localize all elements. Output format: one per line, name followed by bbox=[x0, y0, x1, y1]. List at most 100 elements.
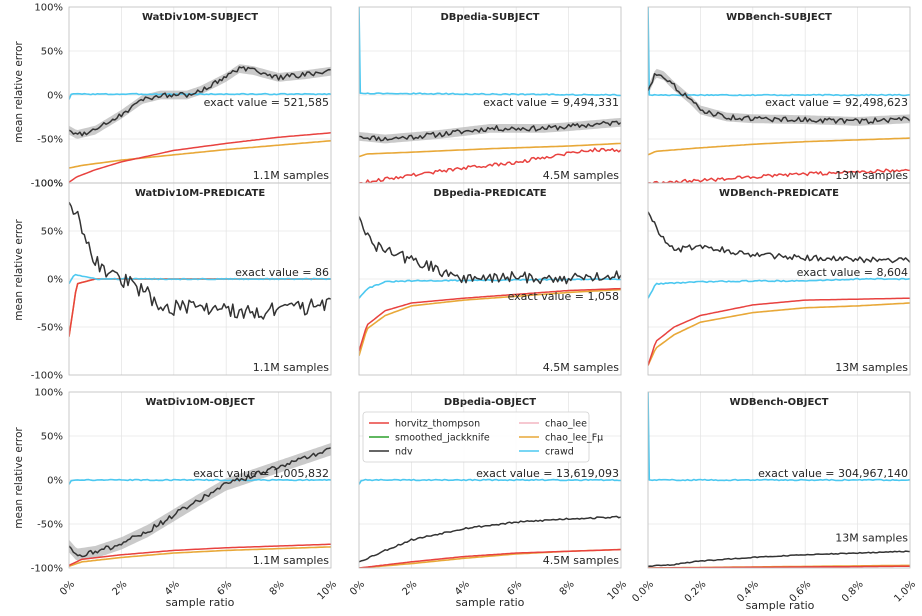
panel-title: WDBench-OBJECT bbox=[730, 397, 829, 408]
x-tick-label: 0% bbox=[58, 579, 77, 598]
samples-annotation: 4.5M samples bbox=[543, 169, 619, 182]
series-ndv bbox=[69, 201, 331, 320]
chart-panels: 100% 50% 0% -50% -100% WatDiv10M-SUBJECT exact… bbox=[31, 3, 918, 605]
series-ndv bbox=[648, 550, 910, 567]
series-ndv bbox=[359, 515, 621, 563]
samples-annotation: 4.5M samples bbox=[543, 361, 619, 374]
y-tick-label: -50% bbox=[37, 135, 63, 146]
samples-annotation: 1.1M samples bbox=[253, 554, 329, 567]
x-tick-label: 4% bbox=[163, 579, 182, 598]
x-tick-label: 0% bbox=[348, 579, 367, 598]
panel-title: DBpedia-SUBJECT bbox=[440, 12, 539, 23]
y-tick-label: -50% bbox=[37, 520, 63, 531]
xlabel-col-2: sample ratio bbox=[456, 596, 525, 609]
series-horvitz-thompson bbox=[69, 278, 331, 337]
panel-9: 0.0% 0.2% 0.4% 0.6% 0.8% 1.0%WDBench-OBJECTex… bbox=[630, 391, 918, 605]
series-horvitz-thompson bbox=[359, 287, 621, 352]
legend-box bbox=[362, 411, 590, 463]
y-tick-label: 100% bbox=[34, 179, 63, 190]
samples-annotation: 1.1M samples bbox=[253, 361, 329, 374]
legend-label: smoothed_jackknife bbox=[395, 433, 490, 444]
panel-frame bbox=[68, 182, 332, 376]
panel-frame bbox=[68, 391, 332, 569]
y-tick-label: -100% bbox=[31, 179, 63, 190]
ndv-confidence-band bbox=[359, 117, 621, 144]
series-chao-lee-fmu bbox=[69, 140, 331, 169]
x-tick-label: 10% bbox=[606, 579, 630, 603]
x-tick-label: 6% bbox=[505, 579, 524, 598]
plot-area bbox=[359, 216, 621, 357]
series-chao-lee-fmu bbox=[648, 302, 910, 366]
plot-area bbox=[359, 7, 621, 183]
x-tick-label: 0.0% bbox=[630, 579, 656, 605]
x-tick-label: 0.8% bbox=[840, 579, 866, 605]
panel-frame bbox=[647, 391, 911, 569]
x-tick-label: 6% bbox=[215, 579, 234, 598]
panel-frame bbox=[358, 182, 622, 376]
series-crawd bbox=[69, 478, 331, 485]
y-tick-label: 100% bbox=[34, 3, 63, 14]
exact-value-annotation: exact value = 1,005,832 bbox=[193, 467, 329, 480]
x-tick-label: 8% bbox=[558, 579, 577, 598]
exact-value-annotation: exact value = 521,585 bbox=[204, 96, 329, 109]
panel-2: DBpedia-SUBJECT exact value = 9,494,331 4.… bbox=[358, 6, 622, 184]
series-crawd bbox=[648, 277, 910, 299]
series-chao-lee-fmu bbox=[69, 546, 331, 567]
samples-annotation: 13M samples bbox=[835, 361, 908, 374]
series-chao-lee-fmu bbox=[648, 137, 910, 156]
series-crawd bbox=[648, 392, 910, 482]
series-ndv bbox=[648, 211, 910, 264]
series-chao-lee-fmu bbox=[69, 278, 331, 337]
x-tick-label: 2% bbox=[401, 579, 420, 598]
series-horvitz-thompson bbox=[69, 132, 331, 183]
plot-area bbox=[69, 64, 331, 183]
series-crawd bbox=[69, 273, 331, 285]
series-ndv bbox=[359, 216, 621, 285]
legend-label: horvitz_thompson bbox=[395, 419, 480, 430]
ndv-confidence-band bbox=[648, 68, 910, 126]
panel-3: WDBench-SUBJECT exact value = 92,498,623 1… bbox=[647, 6, 911, 184]
legend-label: chao_lee bbox=[545, 419, 587, 430]
series-chao-lee-fmu bbox=[359, 288, 621, 357]
exact-value-annotation: exact value = 1,058 bbox=[508, 290, 619, 303]
series-crawd bbox=[69, 92, 331, 100]
plot-area bbox=[648, 211, 910, 366]
samples-annotation: 1.1M samples bbox=[253, 169, 329, 182]
x-tick-label: 10% bbox=[316, 579, 340, 603]
panel-title: WatDiv10M-PREDICATE bbox=[135, 188, 265, 199]
plot-area bbox=[648, 7, 910, 183]
panel-frame bbox=[358, 391, 622, 569]
x-tick-label: 0.2% bbox=[683, 579, 709, 605]
panel-title: WatDiv10M-SUBJECT bbox=[142, 12, 258, 23]
exact-value-annotation: exact value = 13,619,093 bbox=[476, 467, 619, 480]
panel-5: DBpedia-PREDICATE exact value = 1,058 4.5M… bbox=[358, 182, 622, 376]
y-tick-label: 0% bbox=[47, 91, 63, 102]
series-ndv bbox=[69, 66, 331, 137]
xlabel-col-3: sample ratio bbox=[746, 599, 815, 612]
panel-frame bbox=[647, 182, 911, 376]
samples-annotation: 13M samples bbox=[835, 532, 908, 545]
samples-annotation: 4.5M samples bbox=[543, 554, 619, 567]
series-horvitz-thompson bbox=[359, 548, 621, 568]
series-chao-lee-fmu bbox=[359, 142, 621, 158]
series-ndv bbox=[648, 73, 910, 125]
series-horvitz-thompson bbox=[648, 168, 910, 183]
series-ndv bbox=[69, 447, 331, 558]
panel-title: DBpedia-OBJECT bbox=[444, 397, 536, 408]
y-tick-label: -100% bbox=[31, 564, 63, 575]
panel-title: WDBench-PREDICATE bbox=[719, 188, 839, 199]
series-horvitz-thompson bbox=[69, 543, 331, 567]
ylabel-row-3: mean relative error bbox=[13, 427, 25, 529]
series-crawd bbox=[359, 7, 621, 97]
x-tick-label: 2% bbox=[111, 579, 130, 598]
series-crawd bbox=[648, 7, 910, 97]
panel-6: WDBench-PREDICATE exact value = 8,604 13M … bbox=[647, 182, 911, 376]
plot-area bbox=[359, 478, 621, 568]
y-tick-label: 100% bbox=[34, 388, 63, 399]
series-ndv bbox=[359, 120, 621, 142]
y-tick-label: 50% bbox=[41, 432, 63, 443]
legend-label: chao_lee_Fμ bbox=[545, 433, 603, 444]
x-tick-label: 1.0% bbox=[892, 579, 918, 605]
panel-title: DBpedia-PREDICATE bbox=[433, 188, 546, 199]
y-tick-label: -50% bbox=[37, 323, 63, 334]
